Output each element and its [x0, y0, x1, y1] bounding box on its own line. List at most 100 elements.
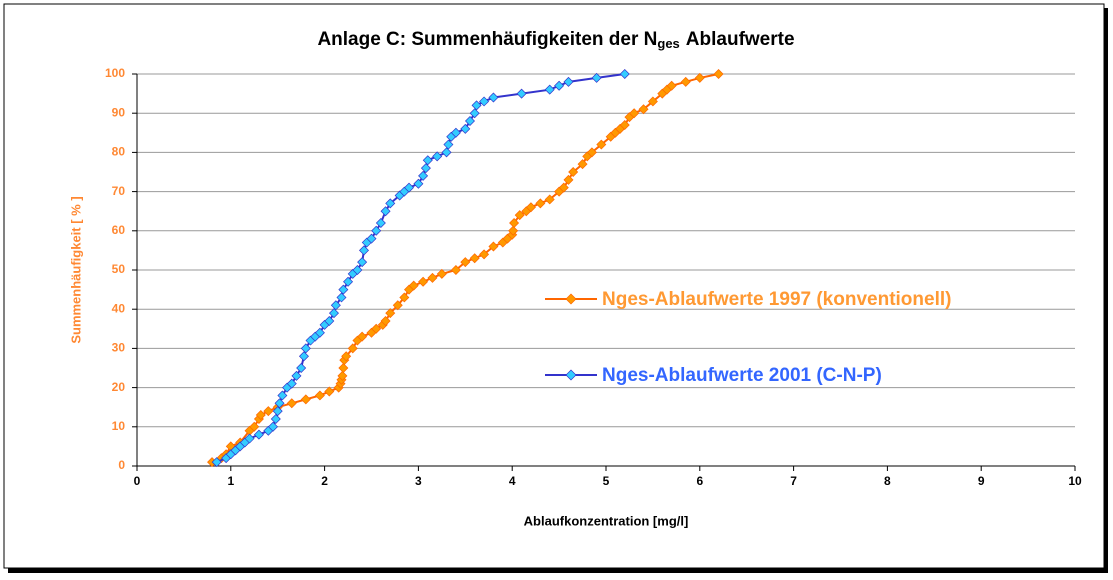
title-subscript: ges [657, 36, 679, 51]
x-tick-label: 8 [884, 474, 891, 488]
data-point [441, 147, 452, 158]
y-tick-label: 100 [105, 66, 125, 80]
data-point [343, 276, 354, 287]
data-point [680, 76, 691, 87]
data-point [418, 170, 429, 181]
data-point [270, 413, 281, 424]
data-point [366, 233, 377, 244]
data-point [300, 394, 311, 405]
data-point [298, 351, 309, 362]
data-point [554, 80, 565, 91]
data-point [544, 194, 555, 205]
data-point [418, 276, 429, 287]
data-point [314, 390, 325, 401]
data-point [514, 210, 525, 221]
y-tick-label: 10 [112, 419, 126, 433]
data-point [443, 139, 454, 150]
data-point [385, 198, 396, 209]
data-point [450, 127, 461, 138]
x-tick-label: 2 [321, 474, 328, 488]
legend-label: Nges-Ablaufwerte 1997 (konventionell) [602, 289, 951, 310]
data-point [336, 292, 347, 303]
data-point [385, 308, 396, 319]
data-point [516, 88, 527, 99]
title-end: Ablaufwerte [686, 29, 795, 50]
data-point [469, 253, 480, 264]
data-point [286, 398, 297, 409]
data-point [338, 363, 349, 373]
data-point [249, 421, 260, 432]
data-point [427, 272, 438, 283]
data-point [568, 167, 579, 177]
x-axis-label: Ablaufkonzentration [mg/l] [524, 513, 689, 528]
y-axis-label: Summenhäufigkeit [ % ] [68, 196, 83, 343]
x-tick-label: 7 [790, 474, 797, 488]
data-point [408, 280, 419, 291]
y-tick-label: 90 [112, 105, 126, 119]
y-tick-label: 60 [112, 223, 126, 237]
data-point [380, 206, 391, 217]
y-tick-label: 50 [112, 262, 126, 276]
data-point [508, 225, 519, 236]
data-point [535, 198, 546, 209]
data-point [577, 159, 588, 170]
data-point [591, 72, 602, 83]
y-tick-label: 30 [112, 341, 126, 355]
y-tick-label: 40 [112, 301, 126, 315]
data-point [392, 300, 403, 311]
data-point [375, 217, 386, 228]
data-point [328, 308, 339, 319]
data-point [619, 69, 630, 79]
data-point [314, 327, 325, 338]
legend-marker [565, 293, 577, 305]
data-point [357, 331, 368, 342]
data-point [479, 249, 490, 260]
data-point [253, 429, 264, 440]
data-point [371, 225, 382, 236]
data-point [274, 398, 285, 409]
title-main: Anlage C: Summenhäufigkeiten der N [317, 29, 657, 50]
data-point [404, 182, 415, 193]
data-point [460, 123, 471, 134]
data-point [586, 147, 597, 158]
data-point [324, 315, 335, 326]
x-tick-label: 4 [509, 474, 516, 488]
data-point [436, 268, 447, 279]
data-point [563, 174, 574, 185]
data-point [464, 116, 475, 127]
data-point [479, 96, 490, 107]
data-point [380, 315, 391, 326]
data-point [263, 406, 274, 417]
x-tick-label: 0 [134, 474, 141, 488]
data-point [469, 108, 480, 119]
data-point [359, 245, 369, 256]
data-point [596, 139, 607, 150]
data-point [337, 370, 348, 381]
data-point [286, 378, 297, 389]
data-point [544, 84, 555, 95]
data-point [488, 241, 499, 252]
data-point [666, 80, 677, 91]
data-point [422, 155, 433, 166]
data-point [277, 390, 288, 401]
data-point [324, 386, 335, 397]
data-point [296, 363, 307, 373]
data-point [563, 76, 574, 87]
data-point [713, 69, 724, 79]
x-tick-label: 5 [603, 474, 610, 488]
data-point [352, 265, 363, 275]
legend-marker [565, 369, 577, 381]
data-point [357, 257, 368, 268]
y-tick-label: 0 [118, 458, 125, 472]
data-point [338, 284, 349, 295]
x-tick-label: 6 [696, 474, 703, 488]
data-point [638, 104, 649, 115]
data-point [558, 182, 569, 193]
data-point [647, 96, 658, 107]
y-tick-label: 80 [112, 145, 126, 159]
data-point [488, 92, 499, 103]
data-point [244, 433, 255, 444]
data-point [291, 370, 302, 381]
data-point [300, 343, 311, 354]
